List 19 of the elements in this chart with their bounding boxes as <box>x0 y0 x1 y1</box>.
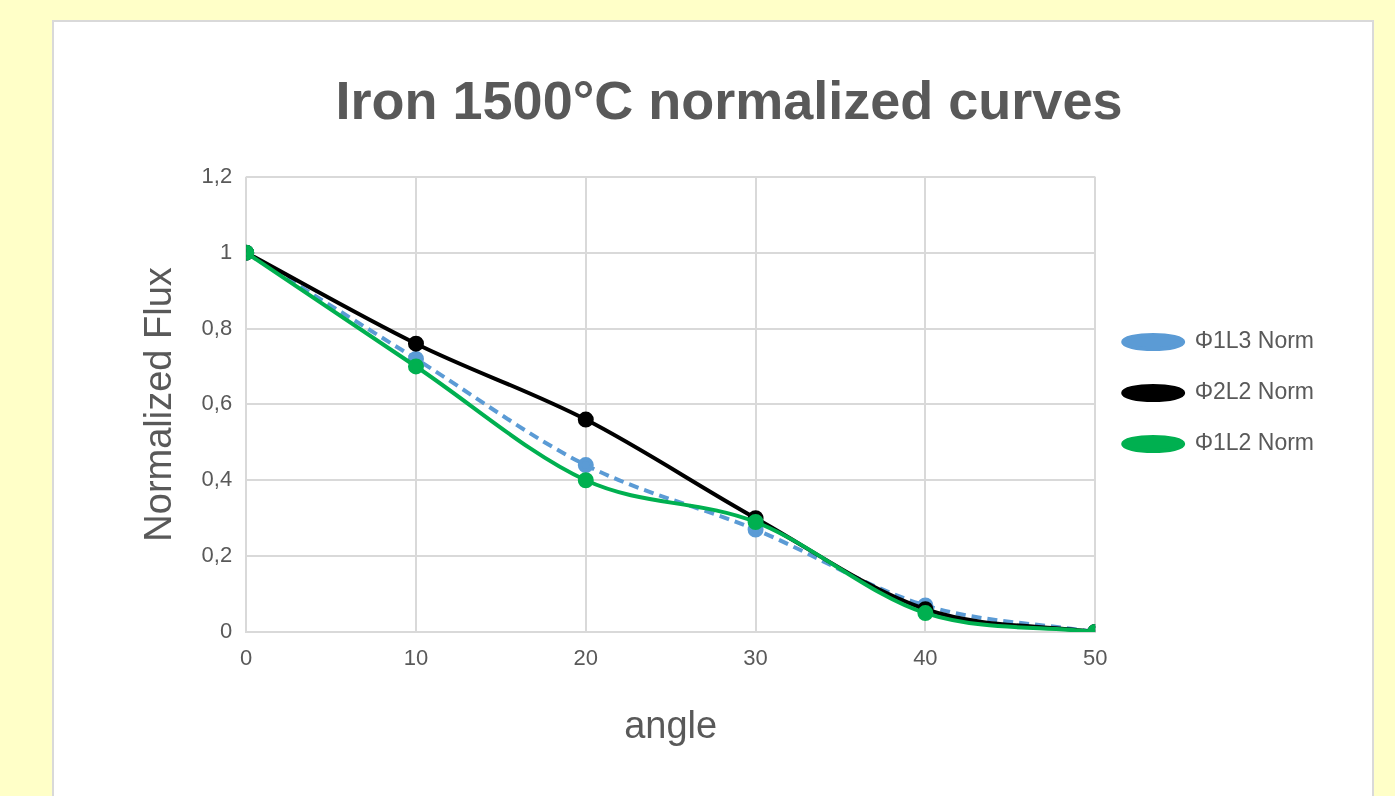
legend-label: Φ1L3 Norm <box>1194 327 1315 354</box>
y-axis-title: Normalized Flux <box>137 267 180 542</box>
x-tick-label: 40 <box>913 645 938 671</box>
x-axis-title: angle <box>624 703 718 746</box>
x-tick-label: 50 <box>1082 645 1108 671</box>
y-tick-label: 0,4 <box>201 466 233 492</box>
x-tick-label: 20 <box>573 645 599 671</box>
y-tick-label: 1 <box>219 238 233 264</box>
y-tick-label: 0,6 <box>201 390 233 416</box>
y-tick-label: 0,2 <box>201 542 233 568</box>
chart-title: Iron 1500°C normalized curves <box>335 70 1123 131</box>
legend-label: Φ2L2 Norm <box>1194 378 1315 405</box>
y-tick-label: 1,2 <box>201 162 233 188</box>
x-tick-label: 10 <box>403 645 429 671</box>
x-tick-label: 0 <box>240 645 253 671</box>
y-tick-label: 0,8 <box>201 314 233 340</box>
x-tick-label: 30 <box>743 645 768 671</box>
legend-label: Φ1L2 Norm <box>1194 429 1315 456</box>
y-tick-label: 0 <box>219 618 233 644</box>
